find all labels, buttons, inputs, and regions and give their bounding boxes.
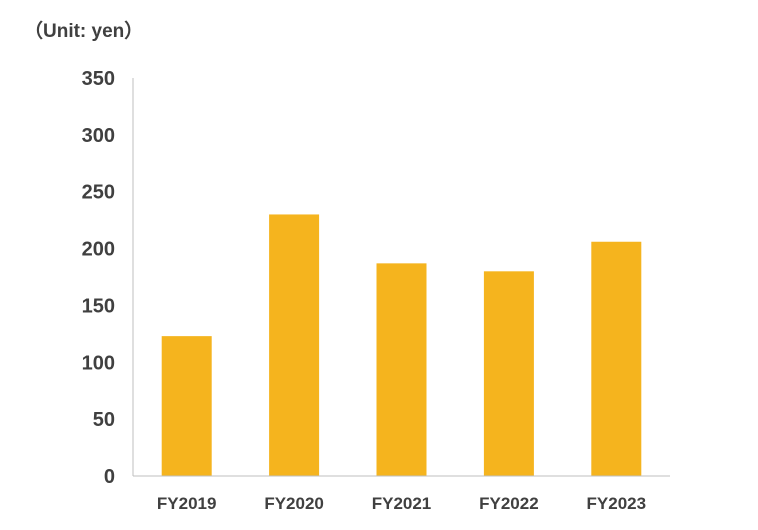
y-tick-label: 300: [82, 125, 115, 147]
y-tick-label: 250: [82, 182, 115, 204]
y-tick-label: 100: [82, 352, 115, 374]
bar-fy2023: [591, 241, 642, 476]
x-tick-label: FY2020: [264, 494, 324, 513]
bars-group: [161, 214, 642, 476]
y-tick-label: 0: [104, 466, 115, 488]
y-tick-label: 150: [82, 295, 115, 317]
x-tick-label: FY2019: [157, 494, 217, 513]
unit-label: （Unit: yen）: [24, 21, 144, 42]
bar-fy2021: [376, 263, 427, 476]
y-axis-tick-labels: 0 50 100 150 200 250 300 350: [82, 68, 115, 488]
y-tick-label: 350: [82, 68, 115, 90]
bar-fy2020: [269, 214, 320, 476]
y-tick-label: 200: [82, 239, 115, 261]
x-tick-label: FY2023: [587, 494, 647, 513]
x-tick-label: FY2021: [372, 494, 432, 513]
x-axis-tick-labels: FY2019 FY2020 FY2021 FY2022 FY2023: [157, 494, 646, 513]
bar-fy2022: [483, 271, 534, 476]
x-tick-label: FY2022: [479, 494, 539, 513]
y-tick-label: 50: [93, 409, 115, 431]
bar-fy2019: [161, 336, 212, 476]
